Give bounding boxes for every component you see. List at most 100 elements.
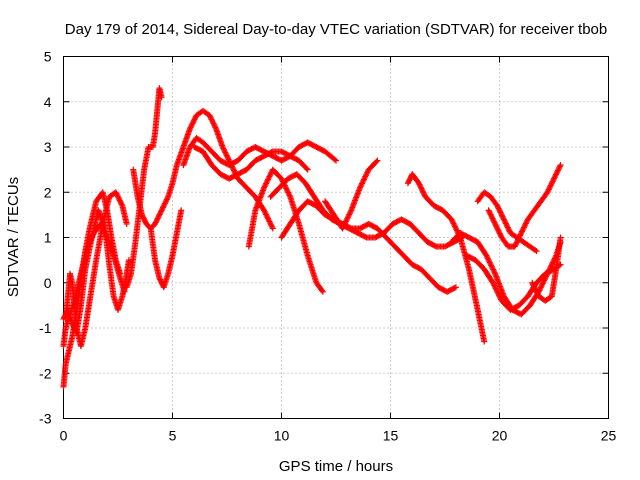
- data-point-interp: [530, 282, 537, 289]
- data-point-interp: [497, 295, 504, 302]
- data-point-interp: [487, 260, 494, 267]
- data-point-interp: [157, 208, 164, 215]
- data-point-interp: [269, 224, 276, 231]
- data-point-interp: [286, 192, 293, 199]
- data-point-interp: [549, 178, 556, 185]
- data-point-interp: [488, 214, 495, 221]
- y-tick-label: -3: [39, 411, 52, 427]
- data-point-interp: [487, 211, 494, 218]
- data-point-interp: [103, 233, 110, 240]
- data-point-interp: [118, 201, 125, 208]
- data-point-interp: [362, 173, 369, 180]
- data-point-interp: [154, 215, 161, 222]
- data-point-interp: [155, 214, 162, 221]
- data-point-interp: [494, 204, 501, 211]
- data-point-interp: [488, 212, 495, 219]
- data-point-interp: [417, 184, 424, 191]
- data-point-interp: [373, 158, 380, 165]
- data-point-interp: [89, 232, 96, 239]
- data-point-interp: [451, 221, 458, 228]
- series-arc-12: [278, 198, 459, 295]
- data-point-interp: [552, 172, 559, 179]
- data-point: [489, 279, 496, 286]
- data-point-interp: [87, 238, 94, 245]
- data-point-interp: [164, 195, 171, 202]
- data-point-interp: [117, 198, 124, 205]
- data-point: [121, 288, 128, 295]
- data-point-interp: [523, 219, 530, 226]
- data-point-interp: [85, 240, 92, 247]
- data-point: [557, 162, 564, 169]
- data-point-interp: [363, 170, 370, 177]
- data-point-interp: [223, 152, 230, 159]
- series-arc-4: [60, 220, 128, 350]
- data-point-interp: [221, 148, 228, 155]
- data-point-interp: [263, 211, 270, 218]
- data-point-interp: [261, 183, 268, 190]
- data-point-interp: [340, 224, 347, 231]
- data-point: [533, 248, 540, 255]
- data-point-interp: [453, 226, 460, 233]
- x-axis-label: GPS time / hours: [279, 458, 393, 475]
- data-point-interp: [506, 227, 513, 234]
- data-point-interp: [502, 220, 509, 227]
- data-point-interp: [496, 230, 503, 237]
- data-point-interp: [341, 221, 348, 228]
- data-point-interp: [88, 235, 95, 242]
- data-point-interp: [347, 208, 354, 215]
- data-point-interp: [98, 223, 105, 230]
- data-point: [333, 157, 339, 164]
- data-point-interp: [285, 190, 292, 197]
- data-point: [319, 288, 326, 295]
- data-point-interp: [268, 149, 275, 156]
- data-point-interp: [263, 212, 270, 219]
- data-point-interp: [533, 287, 540, 294]
- data-point-interp: [191, 116, 198, 123]
- data-point-interp: [505, 225, 512, 232]
- data-point-interp: [161, 201, 168, 208]
- data-point: [304, 166, 311, 173]
- data-point-interp: [519, 227, 526, 234]
- tick-layer: 0 5 10 15 20 25 -3 -2 -1 0 1 2 3 4 5: [39, 49, 616, 444]
- data-point-interp: [116, 196, 123, 203]
- data-point: [269, 225, 276, 232]
- data-point-interp: [208, 116, 215, 123]
- series-arc-14: [404, 171, 488, 345]
- x-tick-label: 5: [169, 428, 177, 444]
- data-point-interp: [86, 239, 93, 246]
- data-point-interp: [492, 222, 499, 229]
- data-point-interp: [342, 219, 349, 226]
- data-point-interp: [496, 208, 503, 215]
- y-tick-label: 5: [44, 49, 52, 65]
- data-point-interp: [493, 223, 500, 230]
- data-point-interp: [284, 188, 291, 195]
- data-point-interp: [501, 217, 508, 224]
- data-point-interp: [419, 186, 426, 193]
- data-point-interp: [516, 232, 523, 239]
- series-arc-8: [180, 134, 339, 169]
- data-point-interp: [486, 208, 493, 215]
- data-point-interp: [539, 281, 546, 288]
- series-arc-7: [147, 207, 185, 291]
- data-point-interp: [504, 224, 511, 231]
- data-point-interp: [554, 168, 561, 175]
- data-point-interp: [516, 234, 523, 241]
- data-point-interp: [207, 115, 214, 122]
- y-tick-label: -2: [39, 365, 52, 381]
- data-point-interp: [156, 211, 163, 218]
- data-point-interp: [490, 218, 497, 225]
- data-point-interp: [222, 149, 229, 156]
- x-tick-label: 0: [60, 428, 68, 444]
- data-point-interp: [545, 186, 552, 193]
- data-point-interp: [534, 290, 541, 297]
- data-point: [481, 338, 488, 345]
- data-point-interp: [361, 176, 368, 183]
- data-point-interp: [498, 210, 505, 217]
- data-point-interp: [263, 180, 270, 187]
- data-point-interp: [363, 172, 370, 179]
- x-tick-label: 15: [383, 428, 399, 444]
- data-point-interp: [498, 212, 505, 219]
- data-point-interp: [521, 223, 528, 230]
- data-point: [529, 279, 536, 286]
- data-point-interp: [159, 205, 166, 212]
